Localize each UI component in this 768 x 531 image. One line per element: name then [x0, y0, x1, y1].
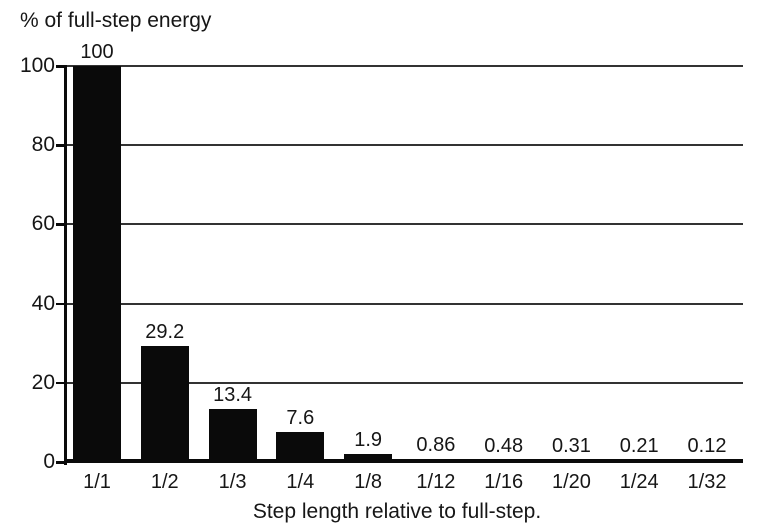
x-tick-label: 1/8: [354, 471, 383, 493]
x-tick-label: 1/2: [150, 471, 179, 493]
bar: [344, 454, 393, 463]
x-tick-label: 1/32: [687, 471, 727, 493]
bar: [615, 460, 664, 463]
bar: [73, 66, 121, 463]
y-tick: [56, 223, 66, 226]
chart-title: % of full-step energy: [20, 9, 212, 32]
x-tick-label: 1/24: [619, 471, 659, 493]
bar-value-label: 0.12: [687, 435, 727, 457]
bar: [479, 460, 528, 463]
y-tick: [56, 302, 66, 306]
y-tick: [56, 461, 66, 464]
x-tick-label: 1/16: [484, 471, 524, 493]
bar-value-label: 1.9: [354, 429, 383, 452]
x-tick-label: 1/12: [416, 471, 456, 493]
bar-value-label: 13.4: [213, 383, 253, 406]
x-tick-label: 1/20: [551, 471, 591, 493]
bar-value-label: 0.31: [551, 435, 591, 457]
x-tick-label: 1/3: [218, 471, 247, 493]
y-tick-label: 60: [31, 212, 55, 236]
y-tick: [56, 144, 66, 147]
bar: [411, 458, 460, 463]
gridline: [66, 381, 743, 384]
bar: [683, 460, 731, 463]
bar-value-label: 0.21: [619, 435, 659, 457]
x-axis-line: [64, 459, 743, 463]
bar-value-label: 0.86: [416, 433, 456, 456]
y-tick: [56, 65, 66, 68]
x-tick-label: 1/1: [83, 471, 111, 493]
y-tick: [56, 381, 66, 385]
x-tick-label: 1/4: [286, 471, 315, 493]
bar-value-label: 0.48: [484, 435, 524, 457]
y-tick-label: 80: [31, 133, 55, 157]
y-tick-label: 20: [31, 370, 55, 394]
bar-value-label: 7.6: [286, 406, 315, 429]
bar: [140, 346, 189, 463]
x-axis-title: Step length relative to full-step.: [252, 500, 542, 523]
gridline: [66, 223, 743, 226]
gridline: [66, 65, 743, 67]
y-tick-label: 0: [43, 450, 55, 473]
bar: [276, 431, 325, 463]
gridline: [66, 144, 743, 147]
y-tick-label: 40: [31, 291, 55, 315]
gridline: [66, 302, 743, 305]
bar: [547, 460, 596, 463]
bar-value-label: 29.2: [145, 321, 185, 344]
y-tick-label: 100: [19, 54, 55, 77]
y-axis-line: [64, 65, 67, 465]
bar-value-label: 100: [80, 41, 114, 63]
bar: [208, 408, 257, 463]
